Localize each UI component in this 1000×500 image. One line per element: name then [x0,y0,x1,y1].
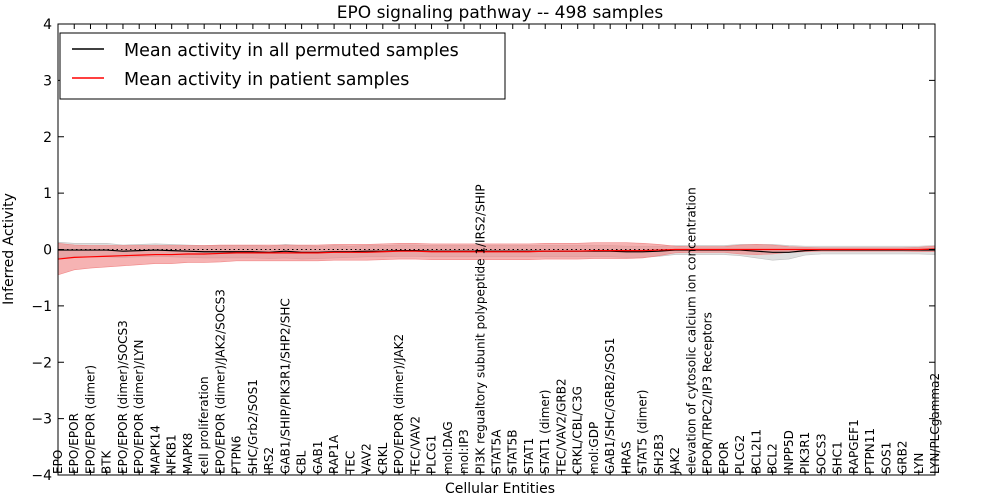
y-tick-label: −4 [31,468,52,484]
x-tick-label: STAT5B [506,430,520,475]
x-tick-label: IRS2 [262,447,276,474]
x-tick-label: GAB1/SHIP/PIK3R1/SHP2/SHC [278,298,292,474]
x-tick-label: MAPK8 [181,433,195,474]
x-tick-label: TEC/VAV2/GRB2 [554,378,568,475]
x-tick-label: SHC/Grb2/SOS1 [246,379,260,474]
x-tick-label: GAB1 [311,441,325,474]
legend: Mean activity in all permuted samples Me… [59,32,506,100]
x-axis-label: Cellular Entities [445,481,555,497]
y-tick-label: 3 [43,73,52,89]
y-tick-label: −3 [31,412,52,428]
x-tick-label: SOS1 [879,442,893,474]
x-tick-label: EPO/EPOR [67,413,81,474]
line-patient-mean [57,248,936,260]
x-tick-label: BCL2L1 [749,429,763,474]
x-tick-label: NFKB1 [165,434,179,474]
x-tick-label: elevation of cytosolic calcium ion conce… [684,187,698,474]
legend-label-patient: Mean activity in patient samples [124,70,409,90]
x-tick-label: BCL2 [766,443,780,474]
x-tick-label: VAV2 [360,443,374,474]
x-tick-label: PI3K regualtory subunit polypeptide 1/IR… [473,184,487,474]
y-tick-label: −2 [31,355,52,371]
confidence-bands [57,241,936,276]
y-tick-label: −1 [31,299,52,315]
x-tick-label: GRB2 [896,440,910,474]
x-tick-label: PLCG2 [733,435,747,474]
x-tick-label: mol:IP3 [457,429,471,474]
legend-label-permuted: Mean activity in all permuted samples [124,41,459,61]
y-tick-label: 1 [43,186,52,202]
band-patient [57,242,936,276]
x-tick-label: EPOR [717,441,731,474]
x-tick-label: RAPGEF1 [847,419,861,474]
x-tick-label: PTPN11 [863,428,877,474]
x-tick-label: mol:DAG [441,421,455,474]
x-tick-label: PLCG1 [425,435,439,474]
x-tick-label: TEC/VAV2 [408,416,422,475]
x-axis-ticks: EPO EPO/EPOR EPO/EPOR (dimer) BTK EPO/EPOR (… [51,24,942,475]
chart-title: EPO signaling pathway -- 498 samples [337,3,664,23]
x-tick-label: LYN [912,453,926,474]
y-tick-label: 0 [43,243,52,259]
x-tick-label: SOCS3 [814,433,828,474]
legend-box [59,32,506,100]
x-tick-label: TEC [343,451,357,475]
x-tick-label: EPO/EPOR (dimer)/JAK2/SOCS3 [213,289,227,474]
x-tick-label: EPO/EPOR (dimer)/LYN [132,340,146,474]
x-tick-label: EPO/EPOR (dimer)/SOCS3 [116,320,130,474]
x-tick-label: mol:GDP [587,422,601,474]
x-tick-label: BTK [100,449,114,474]
x-tick-label: CBL [295,450,309,474]
x-tick-label: INPP5D [782,430,796,474]
series-lines [57,248,936,260]
x-tick-label: EPOR/TRPC2/IP3 Receptors [701,312,715,474]
y-axis-label: Inferred Activity [1,193,17,305]
x-tick-label: STAT5A [490,429,504,474]
x-tick-label: STAT1 (dimer) [538,390,552,474]
x-tick-label: cell proliferation [197,376,211,474]
x-tick-label: STAT1 [522,438,536,474]
x-tick-label: SHC1 [831,441,845,474]
x-tick-label: MAPK14 [148,425,162,474]
x-tick-label: PIK3R1 [798,432,812,474]
x-tick-label: CRKL [376,442,390,474]
x-tick-label: GAB1/SHC/GRB2/SOS1 [603,338,617,474]
x-tick-label: EPO/EPOR (dimer)/JAK2 [392,334,406,474]
x-tick-label: RAP1A [327,434,341,474]
y-axis-ticks: −4 −3 −2 −1 0 1 2 3 4 [31,17,935,484]
x-tick-label: HRAS [619,441,633,474]
x-tick-label: JAK2 [668,447,682,475]
x-tick-label: EPO/EPOR (dimer) [83,365,97,474]
y-tick-label: 4 [43,17,52,33]
x-tick-label: STAT5 (dimer) [636,390,650,474]
x-tick-label: CRKL/CBL/C3G [571,386,585,474]
x-tick-label: SH2B3 [652,434,666,474]
x-tick-label: EPO [51,450,65,474]
x-tick-label: LYN/PLCgamma2 [928,373,942,474]
x-tick-label: PTPN6 [230,436,244,474]
y-tick-label: 2 [43,130,52,146]
